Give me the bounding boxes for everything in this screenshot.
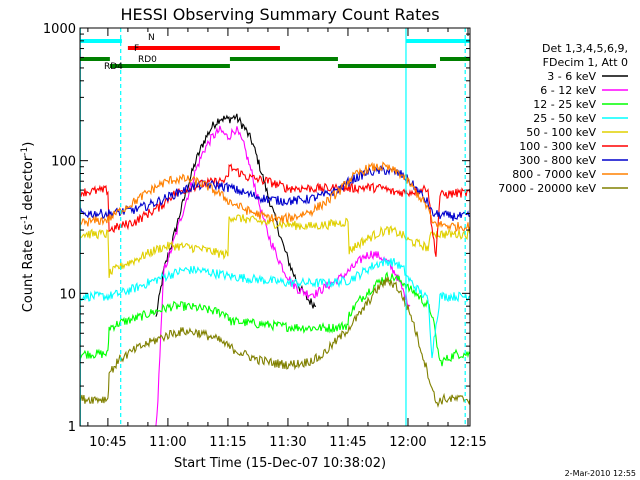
series-line-0 — [155, 113, 317, 317]
state-bar-label-0: N — [148, 33, 155, 43]
series-line-5 — [79, 163, 471, 257]
y-tick-label-0: 1 — [68, 420, 76, 435]
x-axis-label: Start Time (15-Dec-07 10:38:02) — [174, 456, 386, 471]
state-bar-label-3: RD4 — [104, 62, 123, 72]
x-tick-label-6: 12:15 — [449, 435, 486, 450]
y-ticks: 1 10 100 1000 — [43, 22, 470, 435]
series-line-4 — [79, 214, 471, 278]
state-bar-2-2 — [439, 57, 470, 61]
legend-header-2: FDecim 1, Att 0 — [543, 56, 628, 69]
series-line-6 — [79, 165, 471, 221]
legend-label-7: 800 - 7000 keV — [512, 168, 596, 181]
legend-label-0: 3 - 6 keV — [547, 70, 596, 83]
legend-label-5: 100 - 300 keV — [519, 140, 596, 153]
state-bar-0-0 — [80, 39, 122, 43]
state-bar-1-0 — [127, 46, 280, 50]
x-tick-label-5: 12:00 — [389, 435, 426, 450]
x-tick-label-0: 10:45 — [89, 435, 126, 450]
x-tick-label-3: 11:30 — [269, 435, 306, 450]
state-bar-2-0 — [80, 57, 110, 61]
chart-title: HESSI Observing Summary Count Rates — [120, 5, 439, 24]
x-tick-label-1: 11:00 — [149, 435, 186, 450]
legend-label-2: 12 - 25 keV — [533, 98, 596, 111]
y-tick-label-1: 10 — [59, 287, 76, 302]
y-tick-label-3: 1000 — [43, 22, 76, 37]
plot-frame — [79, 27, 471, 427]
legend-label-3: 25 - 50 keV — [533, 112, 596, 125]
series-layer — [79, 113, 471, 427]
state-bar-2-1 — [229, 57, 338, 61]
state-bar-label-1: F — [134, 44, 139, 54]
series-line-2 — [79, 271, 471, 367]
legend-label-6: 300 - 800 keV — [519, 154, 596, 167]
state-bar-0-1 — [405, 39, 470, 43]
legend: Det 1,3,4,5,6,9, FDecim 1, Att 0 3 - 6 k… — [498, 42, 628, 195]
series-line-8 — [79, 276, 471, 408]
state-bar-3-1 — [337, 64, 436, 68]
markers-layer — [79, 28, 466, 426]
legend-label-1: 6 - 12 keV — [540, 84, 596, 97]
legend-header-1: Det 1,3,4,5,6,9, — [542, 42, 628, 55]
state-bar-3-0 — [109, 64, 230, 68]
y-axis-label: Count Rate (s-1 detector-1) — [20, 142, 36, 313]
legend-label-8: 7000 - 20000 keV — [498, 182, 596, 195]
state-bar-label-2: RD0 — [138, 55, 157, 65]
x-tick-label-4: 11:45 — [329, 435, 366, 450]
footer-date: 2-Mar-2010 12:55 — [565, 469, 636, 478]
legend-label-4: 50 - 100 keV — [526, 126, 596, 139]
series-line-7 — [79, 161, 471, 233]
y-tick-label-2: 100 — [51, 155, 76, 170]
series-line-3 — [79, 257, 471, 359]
x-ticks: 10:45 11:00 11:15 11:30 11:45 12:00 12:15 — [87, 28, 487, 450]
x-tick-label-2: 11:15 — [209, 435, 246, 450]
